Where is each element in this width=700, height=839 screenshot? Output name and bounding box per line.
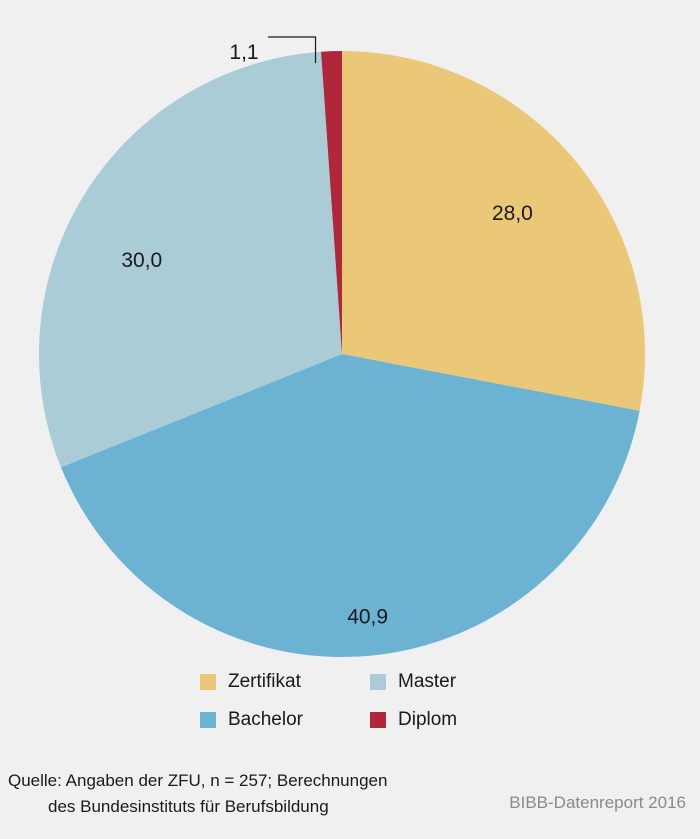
legend-label-zertifikat: Zertifikat — [228, 671, 301, 692]
source-note: Quelle: Angaben der ZFU, n = 257; Berech… — [8, 768, 478, 820]
legend-swatch-diplom — [370, 712, 386, 728]
legend-label-diplom: Diplom — [398, 709, 458, 730]
pie-slice-zertifikat — [342, 51, 646, 411]
legend-label-master: Master — [398, 671, 457, 692]
legend-swatch-zertifikat — [200, 674, 216, 690]
pie-slice-bachelor — [60, 354, 640, 658]
pie-slice-master — [39, 51, 343, 468]
legend: Zertifikat Master Bachelor Diplom — [200, 670, 540, 732]
legend-label-bachelor: Bachelor — [228, 709, 303, 730]
data-label-diplom: 1,1 — [229, 41, 258, 64]
legend-swatch-bachelor — [200, 712, 216, 728]
pie-chart: 28,0 40,9 30,0 1,1 — [39, 36, 646, 658]
data-label-master: 30,0 — [121, 249, 162, 272]
leader-line-diplom — [268, 36, 317, 64]
source-line-1: Quelle: Angaben der ZFU, n = 257; Berech… — [8, 771, 388, 790]
legend-item-diplom: Diplom — [370, 708, 540, 732]
legend-item-bachelor: Bachelor — [200, 708, 370, 732]
legend-swatch-master — [370, 674, 386, 690]
legend-item-master: Master — [370, 670, 540, 694]
report-credit: BIBB-Datenreport 2016 — [509, 793, 686, 812]
pie-slice-diplom — [321, 51, 342, 354]
legend-item-zertifikat: Zertifikat — [200, 670, 370, 694]
source-line-2: des Bundesinstituts für Berufsbildung — [48, 797, 329, 816]
data-label-zertifikat: 28,0 — [492, 202, 533, 225]
data-label-bachelor: 40,9 — [347, 605, 388, 628]
